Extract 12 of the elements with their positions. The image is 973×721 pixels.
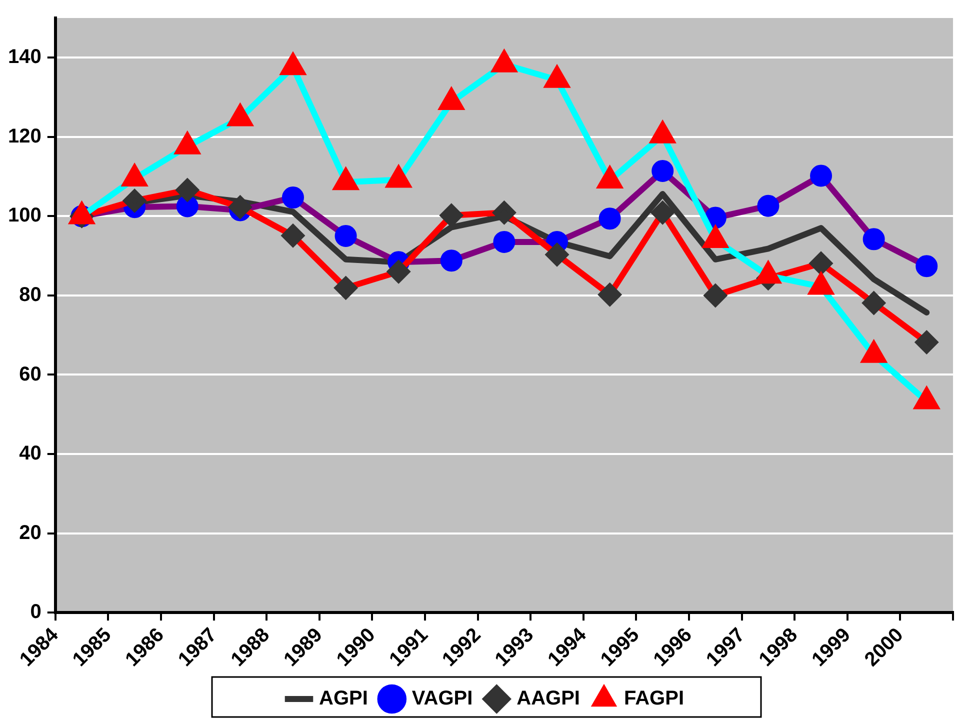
- legend-label: VAGPI: [412, 688, 473, 710]
- y-tick-label: 40: [19, 442, 42, 465]
- y-tick-label: 100: [8, 204, 42, 227]
- legend-label: AAGPI: [516, 688, 580, 710]
- legend-label: AGPI: [319, 688, 368, 710]
- y-tick-label: 120: [8, 125, 42, 148]
- y-tick-label: 80: [19, 284, 42, 306]
- y-tick-label: 20: [19, 522, 42, 544]
- y-tick-label: 140: [8, 46, 42, 68]
- legend-label: FAGPI: [624, 688, 684, 710]
- y-tick-label: 0: [30, 601, 42, 624]
- y-tick-label: 60: [19, 363, 42, 386]
